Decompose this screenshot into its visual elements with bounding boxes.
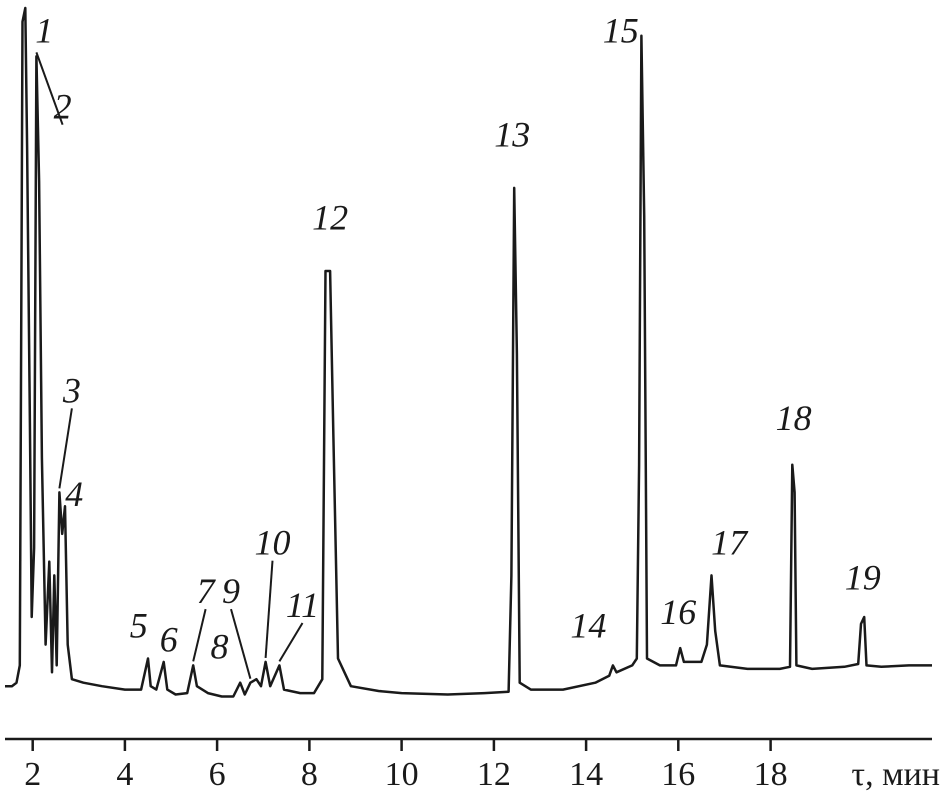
peak-leader-7 <box>192 608 207 662</box>
peak-leader-9 <box>230 608 252 679</box>
peak-label-text-14: 14 <box>570 606 606 646</box>
peak-label-7: 7 <box>192 571 217 662</box>
peak-label-text-1: 1 <box>35 11 53 51</box>
peak-label-text-16: 16 <box>660 592 696 632</box>
x-tick-label-12: 12 <box>477 756 511 793</box>
peak-leader-3 <box>58 408 73 489</box>
peak-label-18: 18 <box>776 398 812 438</box>
peak-label-text-19: 19 <box>845 557 881 597</box>
peak-label-text-15: 15 <box>603 11 639 51</box>
x-axis-title: τ, мин <box>851 756 940 793</box>
peak-label-text-7: 7 <box>197 571 217 611</box>
peak-label-text-10: 10 <box>255 523 291 563</box>
peak-label-5: 5 <box>130 606 148 646</box>
x-tick-label-10: 10 <box>385 756 419 793</box>
peak-label-text-6: 6 <box>160 620 178 660</box>
x-tick-label-18: 18 <box>754 756 788 793</box>
x-tick-label-14: 14 <box>569 756 603 793</box>
x-tick-label-16: 16 <box>661 756 695 793</box>
peak-label-15: 15 <box>603 11 639 51</box>
peak-label-11: 11 <box>278 585 319 662</box>
x-tick-label-8: 8 <box>301 756 318 793</box>
peak-leader-2 <box>35 52 64 126</box>
peak-label-text-8: 8 <box>211 627 229 667</box>
peak-label-9: 9 <box>222 571 252 679</box>
x-tick-label-6: 6 <box>209 756 226 793</box>
peak-leader-11 <box>278 622 304 662</box>
peak-label-2: 2 <box>35 52 72 127</box>
peak-label-16: 16 <box>660 592 696 632</box>
peak-label-text-11: 11 <box>286 585 319 625</box>
peak-label-text-5: 5 <box>130 606 148 646</box>
peak-label-text-12: 12 <box>312 197 348 237</box>
trace-layer <box>5 6 932 698</box>
peak-label-17: 17 <box>711 523 749 563</box>
peak-label-text-17: 17 <box>711 523 749 563</box>
peak-label-text-18: 18 <box>776 398 812 438</box>
peak-label-12: 12 <box>312 197 348 237</box>
peak-label-19: 19 <box>845 557 881 597</box>
peak-label-text-2: 2 <box>54 87 72 127</box>
peak-label-1: 1 <box>35 11 53 51</box>
peak-label-13: 13 <box>494 114 530 154</box>
peak-label-14: 14 <box>570 606 606 646</box>
peak-label-text-4: 4 <box>65 474 83 514</box>
peak-label-text-3: 3 <box>62 370 81 410</box>
peak-label-text-13: 13 <box>494 114 530 154</box>
peak-label-3: 3 <box>58 370 81 489</box>
peak-label-4: 4 <box>65 474 83 514</box>
x-tick-label-2: 2 <box>24 756 41 793</box>
chromatogram-trace <box>5 6 932 698</box>
peak-leader-10 <box>264 560 274 658</box>
peak-label-6: 6 <box>160 620 178 660</box>
peak-label-10: 10 <box>255 523 291 658</box>
x-tick-label-4: 4 <box>116 756 133 793</box>
peak-label-8: 8 <box>211 627 229 667</box>
x-ticks-layer: 2 4 6 8 10 12 14 16 18 <box>24 739 788 793</box>
peak-label-text-9: 9 <box>222 571 240 611</box>
